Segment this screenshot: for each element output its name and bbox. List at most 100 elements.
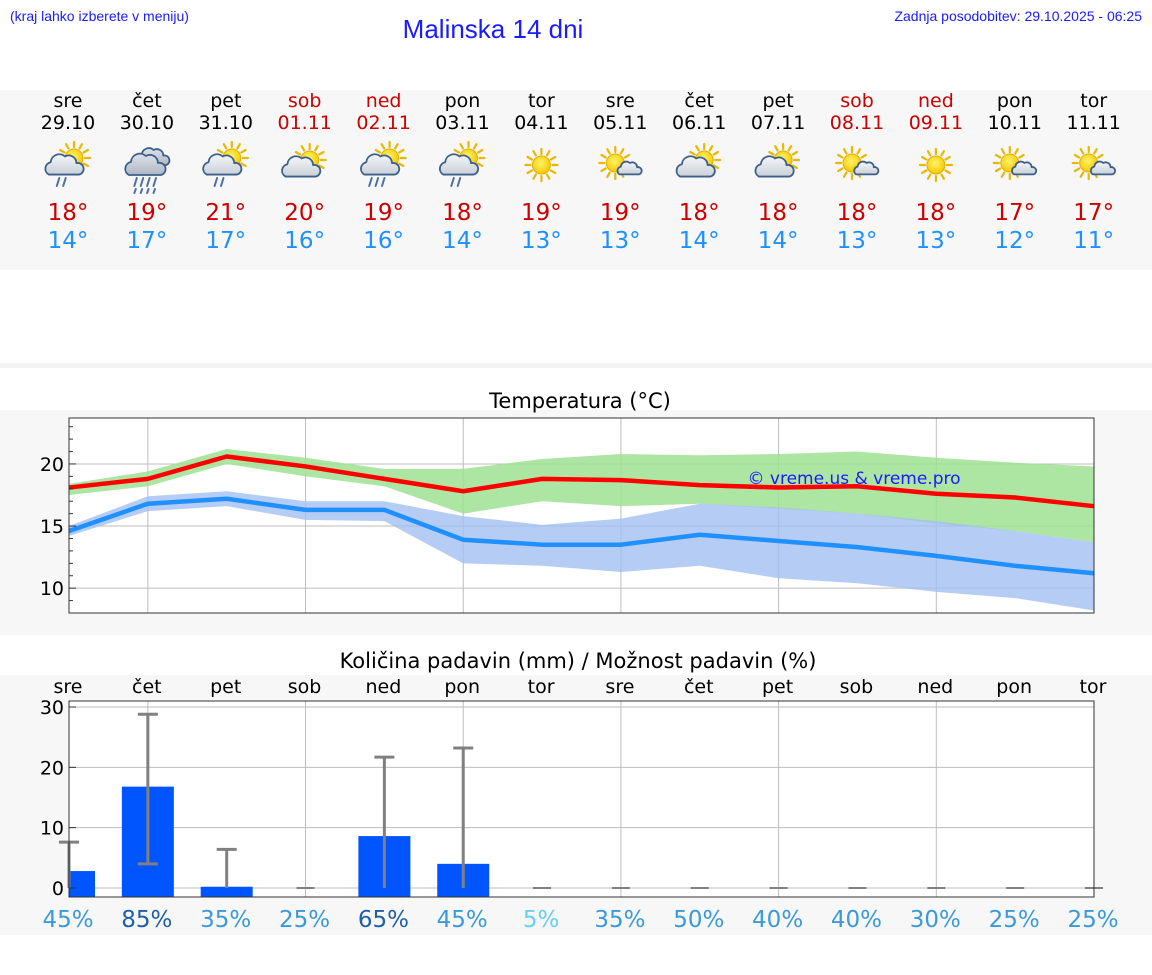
min-temperature: 17°	[127, 228, 168, 254]
day-of-week: tor	[528, 90, 555, 112]
sun-ray	[82, 162, 89, 168]
temperature-plot-frame	[68, 417, 1095, 614]
x-category-label: pet	[762, 676, 793, 698]
x-category-label: čet	[132, 676, 162, 698]
precipitation-probability: 50%	[673, 907, 724, 933]
sun-ray	[695, 145, 700, 152]
day-date: 02.11	[356, 112, 410, 134]
sun-ray	[453, 148, 461, 154]
sun-ray	[600, 167, 607, 173]
sun-ray	[476, 162, 484, 168]
cloud-shape	[124, 152, 167, 176]
cloud-shape	[202, 153, 243, 176]
day-date: 07.11	[751, 112, 805, 134]
max-temperature: 18°	[758, 200, 799, 226]
min-temperature: 13°	[600, 228, 641, 254]
x-category-label: ned	[917, 676, 953, 698]
day-of-week: ned	[366, 90, 402, 112]
sun-ray	[600, 153, 607, 159]
sun-ray	[944, 169, 951, 175]
rain-drop	[62, 177, 67, 187]
sun-ray	[940, 150, 946, 157]
sun-ray	[920, 169, 928, 175]
sun-ray	[398, 162, 405, 168]
section-divider	[0, 363, 1152, 368]
precipitation-bar	[200, 886, 253, 897]
precipitation-plot-area	[69, 701, 1094, 897]
x-category-label: tor	[528, 676, 555, 698]
sun-ray	[1093, 148, 1098, 155]
sun-ray	[1073, 167, 1081, 173]
cloud-shape	[1090, 160, 1116, 176]
sun-small-cloud-icon	[1071, 145, 1116, 181]
y-tick-label: 20	[40, 454, 64, 476]
rain-drop	[381, 177, 386, 187]
rain-drop	[139, 188, 144, 194]
min-temperature: 16°	[363, 228, 404, 254]
max-temperature: 18°	[916, 200, 957, 226]
precipitation-probability: 25%	[279, 907, 330, 933]
day-date: 10.11	[988, 112, 1042, 134]
sun-ray	[532, 173, 538, 180]
y-tick-label: 0	[52, 878, 64, 900]
rain-drop	[374, 177, 380, 187]
y-tick-label: 15	[40, 516, 64, 538]
sun-ray	[689, 150, 696, 156]
day-date: 05.11	[593, 112, 647, 134]
day-date: 04.11	[514, 112, 568, 134]
max-temperature: 19°	[127, 200, 168, 226]
sun-ray	[787, 145, 793, 152]
sun-cloud-light-rain-icon	[44, 140, 92, 187]
sun-rays	[524, 147, 559, 183]
sun-ray	[374, 148, 382, 154]
sun-ray	[994, 167, 1002, 173]
sun-ray	[773, 145, 779, 152]
sun-ray	[791, 150, 799, 156]
precipitation-probability: 40%	[752, 907, 803, 933]
sun-ray	[545, 173, 551, 180]
last-update: Zadnja posodobitev: 29.10.2025 - 06:25	[894, 8, 1142, 24]
sun-ray	[920, 155, 928, 161]
min-temperature: 13°	[916, 228, 957, 254]
rain-drop	[146, 188, 150, 194]
day-date: 31.10	[199, 112, 253, 134]
min-temperature: 13°	[521, 228, 562, 254]
tmax-line	[68, 454, 1095, 509]
max-temperature: 18°	[48, 200, 89, 226]
max-temperature: 18°	[679, 200, 720, 226]
sun-ray	[64, 143, 70, 150]
rain-drop	[450, 177, 455, 187]
rain-drop	[152, 188, 156, 194]
precipitation-probability: 35%	[200, 907, 251, 933]
sun-ray	[944, 155, 951, 161]
day-of-week: sre	[606, 90, 635, 112]
x-category-label: čet	[684, 676, 714, 698]
rain-drop	[133, 177, 138, 187]
tmin-line	[68, 496, 1095, 576]
sun-cloud-icon	[281, 142, 327, 178]
sun-ray	[606, 171, 611, 178]
sun-disc	[531, 155, 551, 175]
day-date: 08.11	[830, 112, 884, 134]
y-tick-label: 20	[40, 757, 64, 779]
sun-ray	[1000, 171, 1006, 178]
precipitation-probability: 45%	[42, 907, 93, 933]
rain-drop	[152, 177, 157, 187]
rain-drop	[456, 177, 462, 187]
cloud-shape	[281, 155, 322, 178]
sun-ray	[314, 145, 319, 152]
day-of-week: sob	[840, 90, 874, 112]
sun-ray	[240, 148, 247, 154]
sun-ray	[926, 150, 932, 157]
day-of-week: pet	[762, 90, 793, 112]
sun-ray	[1079, 171, 1085, 178]
sun-disc	[926, 155, 946, 175]
day-of-week: pon	[445, 90, 481, 112]
x-category-label: pet	[210, 676, 241, 698]
precipitation-probability: 35%	[594, 907, 645, 933]
max-temperature: 19°	[600, 200, 641, 226]
day-of-week: čet	[684, 90, 714, 112]
